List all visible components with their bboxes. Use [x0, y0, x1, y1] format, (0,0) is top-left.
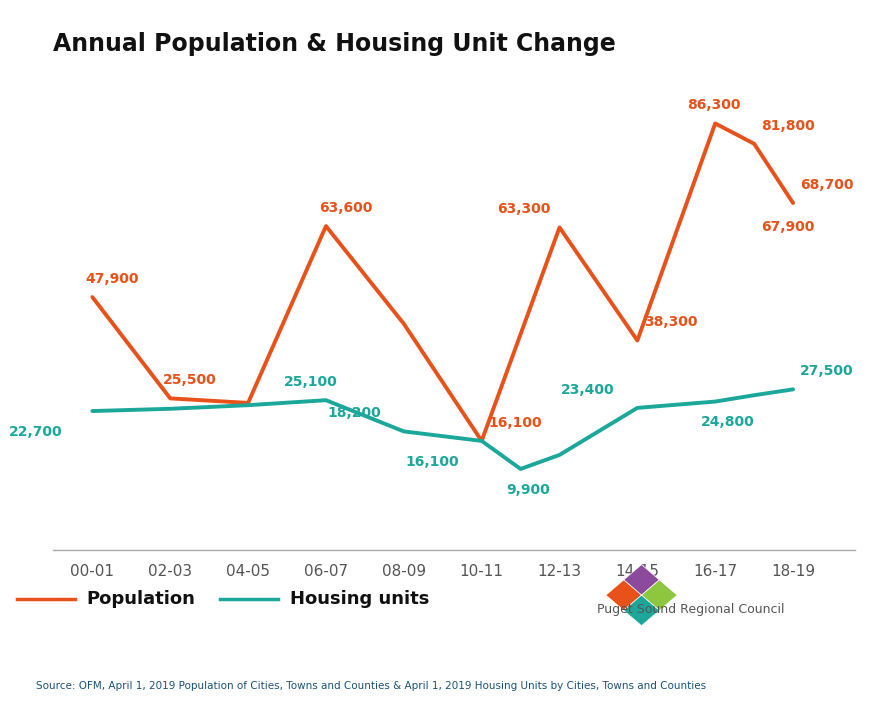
Text: 86,300: 86,300 — [688, 98, 741, 112]
Text: Puget Sound Regional Council: Puget Sound Regional Council — [597, 603, 784, 616]
Polygon shape — [642, 580, 677, 611]
Text: 68,700: 68,700 — [800, 178, 854, 192]
Text: 25,100: 25,100 — [284, 375, 338, 389]
Text: Annual Population & Housing Unit Change: Annual Population & Housing Unit Change — [53, 32, 617, 56]
Text: 18,200: 18,200 — [327, 406, 381, 420]
Text: 27,500: 27,500 — [800, 364, 854, 379]
Text: 81,800: 81,800 — [761, 118, 815, 133]
Text: 67,900: 67,900 — [761, 221, 814, 234]
Text: 23,400: 23,400 — [561, 383, 615, 397]
Text: 9,900: 9,900 — [507, 483, 551, 497]
Text: 16,100: 16,100 — [488, 416, 543, 430]
Text: 16,100: 16,100 — [405, 455, 459, 469]
Text: 47,900: 47,900 — [86, 272, 139, 286]
Text: Housing units: Housing units — [290, 590, 429, 608]
Text: 63,600: 63,600 — [319, 201, 372, 215]
Text: 25,500: 25,500 — [163, 373, 217, 387]
Text: Source: OFM, April 1, 2019 Population of Cities, Towns and Counties & April 1, 2: Source: OFM, April 1, 2019 Population of… — [36, 681, 706, 691]
Text: 38,300: 38,300 — [644, 315, 698, 329]
Text: 22,700: 22,700 — [9, 425, 62, 439]
Polygon shape — [624, 595, 659, 626]
Polygon shape — [624, 565, 659, 595]
Text: Population: Population — [86, 590, 196, 608]
Text: 63,300: 63,300 — [497, 202, 551, 216]
Text: 24,800: 24,800 — [701, 415, 755, 429]
Polygon shape — [606, 580, 642, 611]
